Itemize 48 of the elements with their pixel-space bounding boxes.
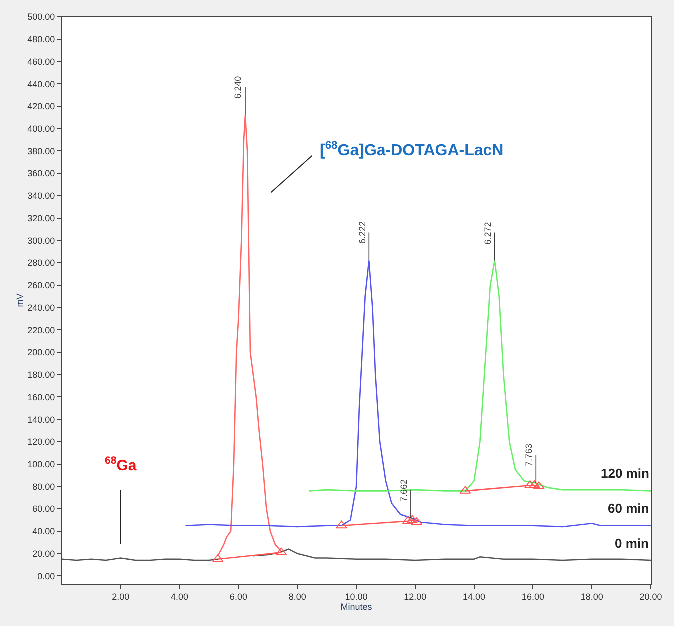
y-tick-label: 220.00 xyxy=(28,325,56,336)
annotation: 6.272 xyxy=(483,222,494,245)
x-axis-title: Minutes xyxy=(340,602,373,612)
series-label: 0 min xyxy=(615,536,650,551)
y-axis-title: mV xyxy=(15,294,26,308)
x-tick-label: 4.00 xyxy=(171,592,189,602)
y-tick-label: 40.00 xyxy=(32,526,56,537)
y-tick-label: 180.00 xyxy=(28,370,56,380)
y-tick-label: 380.00 xyxy=(28,146,56,156)
y-tick-label: 140.00 xyxy=(28,414,56,425)
y-tick-label: 500.00 xyxy=(28,12,56,22)
y-tick-label: 60.00 xyxy=(32,504,56,514)
y-tick-label: 120.00 xyxy=(28,437,56,448)
y-tick-label: 20.00 xyxy=(32,548,56,559)
y-tick-label: 260.00 xyxy=(28,280,56,291)
y-tick-label: 340.00 xyxy=(28,191,56,202)
x-tick-label: 20.00 xyxy=(640,592,662,602)
y-tick-label: 440.00 xyxy=(28,79,56,90)
y-tick-label: 100.00 xyxy=(28,459,56,470)
annotation: 6.222 xyxy=(357,221,368,244)
annotation: 6.240 xyxy=(233,76,244,99)
y-tick-label: 240.00 xyxy=(28,302,56,313)
y-tick-label: 360.00 xyxy=(28,168,56,179)
x-tick-label: 2.00 xyxy=(112,592,130,602)
y-tick-label: 480.00 xyxy=(28,34,56,45)
y-tick-label: 160.00 xyxy=(28,392,56,402)
x-tick-label: 10.00 xyxy=(345,592,368,602)
x-tick-label: 12.00 xyxy=(404,592,427,602)
x-tick-label: 16.00 xyxy=(522,592,544,602)
series-label: 120 min xyxy=(601,466,650,481)
y-tick-label: 320.00 xyxy=(28,213,56,224)
y-tick-label: 280.00 xyxy=(28,258,56,268)
y-tick-label: 460.00 xyxy=(28,56,56,67)
x-tick-label: 14.00 xyxy=(463,592,486,602)
annotation: $^{68}$Ga xyxy=(105,455,138,474)
y-tick-label: 400.00 xyxy=(28,124,56,134)
annotation: 7.763 xyxy=(524,444,534,466)
x-tick-label: 6.00 xyxy=(230,592,248,602)
y-tick-label: 200.00 xyxy=(28,348,56,358)
y-tick-label: 420.00 xyxy=(28,102,56,112)
series-label: 60 min xyxy=(608,501,650,516)
x-tick-label: 18.00 xyxy=(580,592,604,602)
y-tick-label: 300.00 xyxy=(28,236,56,246)
annotation: [$^{68}$Ga]Ga-DOTAGA-LacN xyxy=(320,140,504,160)
x-tick-label: 8.00 xyxy=(288,592,306,602)
y-tick-label: 0.00 xyxy=(38,571,56,582)
y-tick-label: 80.00 xyxy=(32,482,56,492)
annotation: 7.662 xyxy=(398,479,409,502)
